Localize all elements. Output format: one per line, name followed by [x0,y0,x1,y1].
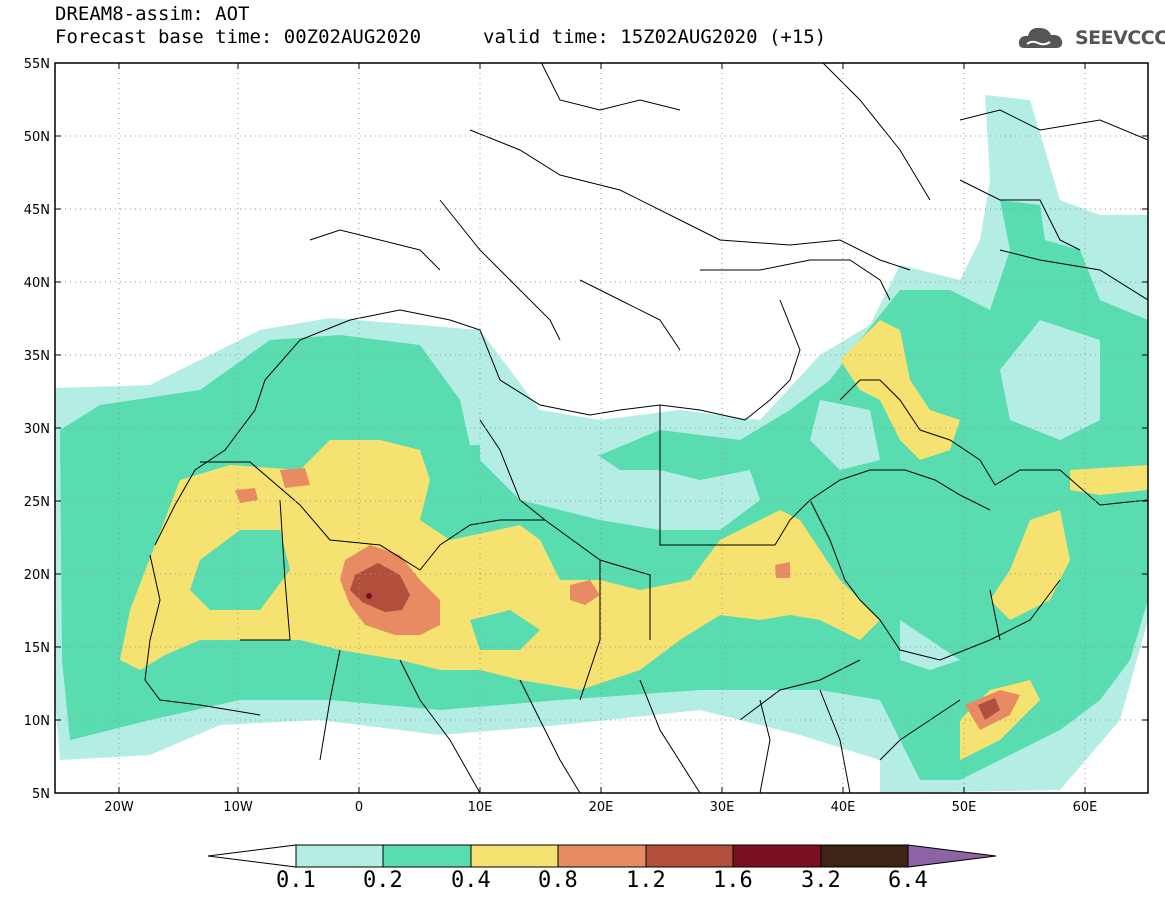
aot-band-1.6 [366,593,372,599]
tick-marks [55,62,1148,794]
lat-label: 15N [24,641,50,656]
lat-label: 20N [24,568,50,583]
graticule [55,63,1148,793]
colorbar-label: 0.4 [451,868,491,893]
logo-text: SEEVCCC [1075,27,1165,49]
lat-label: 30N [24,422,50,437]
aot-field [55,95,1148,793]
colorbar-label: 0.1 [276,868,316,893]
lon-label: 10W [223,800,253,815]
lon-label: 10E [468,800,493,815]
lat-label: 45N [24,203,50,218]
colorbar-label: 0.2 [363,868,403,893]
lon-label: 20E [589,800,614,815]
lat-label: 40N [24,276,50,291]
valid-time: valid time: 15Z02AUG2020 (+15) [483,26,827,48]
colorbar-label: 1.6 [713,868,753,893]
lat-label: 10N [24,714,50,729]
lon-label: 0 [355,800,363,815]
colorbar-label: 0.8 [538,868,578,893]
lat-label: 50N [24,130,50,145]
colorbar-label: 1.2 [626,868,666,893]
lon-label: 50E [952,800,977,815]
colorbar-label: 3.2 [801,868,841,893]
lat-label: 25N [24,495,50,510]
lat-label: 55N [24,57,50,72]
aot-band-1.2 [350,563,410,612]
colorbar-label: 6.4 [888,868,928,893]
lon-label: 60E [1073,800,1098,815]
base-time: Forecast base time: 00Z02AUG2020 [55,26,422,48]
lon-label: 40E [831,800,856,815]
lon-label: 30E [710,800,735,815]
cloud-logo-icon [1018,27,1063,48]
map-title: DREAM8-assim: AOT [55,3,250,25]
lon-label: 20W [104,800,134,815]
lat-label: 5N [32,787,50,802]
lat-label: 35N [24,349,50,364]
aot-band-0.4 [120,440,880,690]
